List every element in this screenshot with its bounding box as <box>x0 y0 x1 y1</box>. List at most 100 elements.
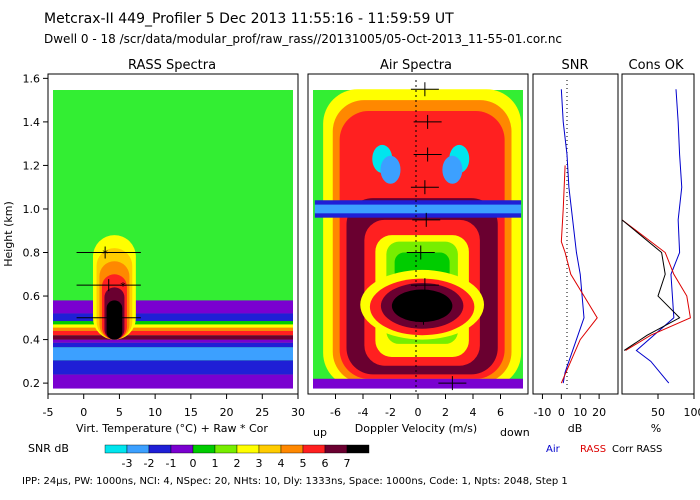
snr-swatch <box>170 444 194 454</box>
legend-rass: RASS <box>580 444 606 455</box>
rass-frame <box>47 73 299 395</box>
height-tick-label: 0.6 <box>23 290 41 303</box>
air-x-tick-label: 4 <box>470 406 477 419</box>
height-tick-label: 1.4 <box>23 116 41 129</box>
air-x-tick-label: 0 <box>415 406 422 419</box>
cons-series-0 <box>635 89 683 384</box>
snr-swatch <box>126 444 150 454</box>
rass-band-9 <box>53 321 293 325</box>
snr-legend-tick: -3 <box>122 457 133 470</box>
rass-x-tick-label: 5 <box>116 406 123 419</box>
height-tick-label: 0.2 <box>23 377 41 390</box>
rass-x-tick-label: 30 <box>291 406 305 419</box>
snr-legend-tick: 5 <box>300 457 307 470</box>
cons-series-1 <box>621 219 691 351</box>
rass-cor-marker: * <box>102 248 108 261</box>
height-tick-label: 1.6 <box>23 72 41 85</box>
snr-legend-tick: 6 <box>322 457 329 470</box>
rass-markers: * * * <box>76 246 141 326</box>
snr-x-tick-label: 10 <box>573 406 587 419</box>
air-pocket-1 <box>380 155 401 184</box>
rass-cor-marker: * <box>117 313 123 326</box>
snr-x-tick-label: 20 <box>592 406 606 419</box>
height-tick-label: 1.2 <box>23 159 41 172</box>
rass-band-8 <box>53 324 293 328</box>
air-x-tick-label: -6 <box>330 406 341 419</box>
snr-legend-tick: 7 <box>344 457 351 470</box>
snr-legend-tick: 2 <box>234 457 241 470</box>
rass-band-3 <box>53 342 293 348</box>
air-x-ticks: -6 -4 -2 0 2 4 6 <box>330 394 504 419</box>
y-axis-label: Height (km) <box>2 201 15 267</box>
rass-panel-title: RASS Spectra <box>128 58 216 73</box>
snr-swatch <box>324 444 348 454</box>
figure-title: Metcrax-II 449_Profiler 5 Dec 2013 11:55… <box>44 11 454 27</box>
snr-swatch <box>104 444 128 454</box>
air-x-label: Doppler Velocity (m/s) <box>355 422 477 435</box>
rass-x-tick-label: 25 <box>255 406 269 419</box>
footer-params: IPP: 24μs, PW: 1000ns, NCI: 4, NSpec: 20… <box>22 476 568 487</box>
air-x-tick-label: -4 <box>358 406 369 419</box>
snr-swatch <box>258 444 282 454</box>
snr-swatch <box>346 444 370 454</box>
air-bottom-band <box>313 378 523 389</box>
snr-x-label: dB <box>568 422 583 435</box>
cons-panel-title: Cons OK <box>629 58 684 73</box>
rass-x-tick-label: -5 <box>43 406 54 419</box>
snr-series-air <box>560 89 585 384</box>
cons-x-label: % <box>651 422 661 435</box>
height-tick-label: 1.0 <box>23 203 41 216</box>
snr-x-ticks: -10 0 10 20 <box>533 394 606 419</box>
snr-legend-ticks: -3 -2 -1 0 1 2 3 4 5 6 7 <box>122 457 351 470</box>
rass-band-2 <box>53 347 293 361</box>
up-label: up <box>313 426 327 439</box>
snr-swatch <box>236 444 260 454</box>
snr-legend-tick: -1 <box>166 457 177 470</box>
cons-x-tick-label: 50 <box>651 406 665 419</box>
air-spectra-panel: Air Spectra -6 -4 -2 0 2 4 6 up Doppler Veloci… <box>307 58 530 439</box>
snr-color-legend: SNR dB -3 -2 -1 0 1 2 3 4 5 6 7 <box>28 442 370 470</box>
air-pocket-3 <box>442 155 463 184</box>
cons-ok-panel: Cons OK 50 100 % <box>621 58 700 435</box>
rass-x-label: Virt. Temperature (°C) + Raw * Cor <box>76 422 268 435</box>
rass-x-tick-label: 15 <box>184 406 198 419</box>
air-core-3 <box>391 289 453 323</box>
line-legend: Air RASS Corr RASS <box>546 444 662 455</box>
snr-series-rass <box>560 165 598 384</box>
snr-legend-tick: -2 <box>144 457 155 470</box>
snr-swatch <box>214 444 238 454</box>
air-panel-title: Air Spectra <box>380 58 452 73</box>
air-band-1 <box>314 204 522 214</box>
rass-x-tick-label: 20 <box>220 406 234 419</box>
rass-spectra-panel: RASS Spectra *** -5 0 5 10 15 20 25 30 0.20.40.… <box>2 58 305 435</box>
snr-legend-label: SNR dB <box>28 442 69 455</box>
height-y-ticks: 0.2 0.4 0.6 0.8 1.0 1.2 1.4 1.6 <box>23 72 48 390</box>
rass-band-11 <box>53 300 293 314</box>
snr-frame <box>532 73 619 395</box>
legend-air: Air <box>546 444 561 455</box>
snr-legend-tick: 4 <box>278 457 285 470</box>
snr-legend-tick: 0 <box>190 457 197 470</box>
snr-legend-tick: 3 <box>256 457 263 470</box>
rass-band-6 <box>53 330 293 336</box>
down-label: down <box>500 426 530 439</box>
rass-bands <box>53 235 293 389</box>
legend-corr-rass: Corr RASS <box>612 444 662 455</box>
rass-band-0 <box>53 374 293 389</box>
figure-subtitle: Dwell 0 - 18 /scr/data/modular_prof/raw_… <box>44 32 562 46</box>
snr-panel-title: SNR <box>561 58 588 73</box>
snr-panel: SNR -10 0 10 20 dB <box>532 58 619 435</box>
cons-x-ticks: 50 100 <box>651 394 700 419</box>
rass-x-tick-label: 0 <box>80 406 87 419</box>
rass-band-7 <box>53 327 293 331</box>
cons-lines <box>621 89 691 384</box>
height-tick-label: 0.4 <box>23 334 41 347</box>
air-x-tick-label: -2 <box>385 406 396 419</box>
snr-swatch <box>302 444 326 454</box>
height-tick-label: 0.8 <box>23 247 41 260</box>
air-spectra-blobs <box>313 89 523 389</box>
air-markers <box>406 82 467 391</box>
snr-x-tick-label: 0 <box>558 406 565 419</box>
rass-cor-marker: * <box>120 280 126 293</box>
